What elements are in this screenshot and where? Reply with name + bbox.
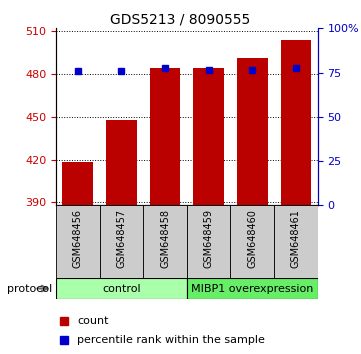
Bar — [280, 40, 311, 205]
Text: GSM648460: GSM648460 — [247, 209, 257, 268]
Bar — [106, 120, 137, 205]
Text: MIBP1 overexpression: MIBP1 overexpression — [191, 284, 313, 293]
Text: control: control — [102, 284, 141, 293]
Bar — [187, 205, 230, 278]
Text: GDS5213 / 8090555: GDS5213 / 8090555 — [110, 12, 251, 27]
Bar — [274, 205, 318, 278]
Bar — [62, 162, 93, 205]
Bar — [150, 68, 180, 205]
Bar — [230, 205, 274, 278]
Bar — [187, 278, 318, 299]
Text: GSM648457: GSM648457 — [116, 209, 126, 268]
Text: count: count — [77, 316, 108, 326]
Bar — [56, 205, 100, 278]
Bar — [100, 205, 143, 278]
Text: GSM648458: GSM648458 — [160, 209, 170, 268]
Text: GSM648461: GSM648461 — [291, 209, 301, 268]
Text: GSM648459: GSM648459 — [204, 209, 214, 268]
Bar — [143, 205, 187, 278]
Bar — [193, 68, 224, 205]
Text: percentile rank within the sample: percentile rank within the sample — [77, 335, 265, 345]
Bar — [56, 278, 187, 299]
Bar — [237, 58, 268, 205]
Text: protocol: protocol — [7, 284, 52, 293]
Text: GSM648456: GSM648456 — [73, 209, 83, 268]
